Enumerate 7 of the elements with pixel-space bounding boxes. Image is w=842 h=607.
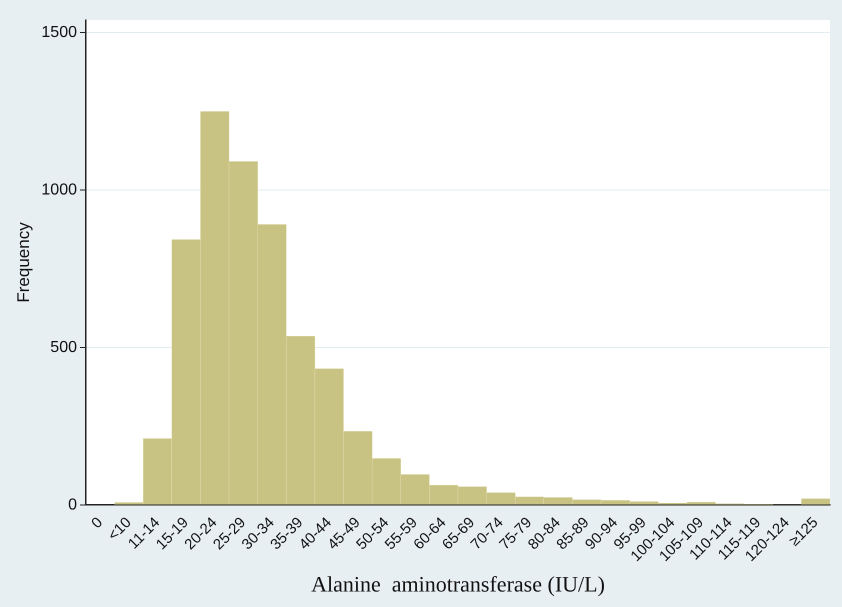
y-tick-label: 0 — [68, 496, 78, 514]
y-tick-label: 1000 — [41, 181, 78, 198]
y-tick-label: 500 — [50, 338, 78, 356]
y-tick-label: 1500 — [41, 24, 78, 41]
x-tick-label: 0 — [88, 514, 106, 532]
y-axis-title: Frequency — [14, 222, 33, 303]
x-axis-title: Alanine aminotransferase (IU/L) — [311, 572, 605, 597]
